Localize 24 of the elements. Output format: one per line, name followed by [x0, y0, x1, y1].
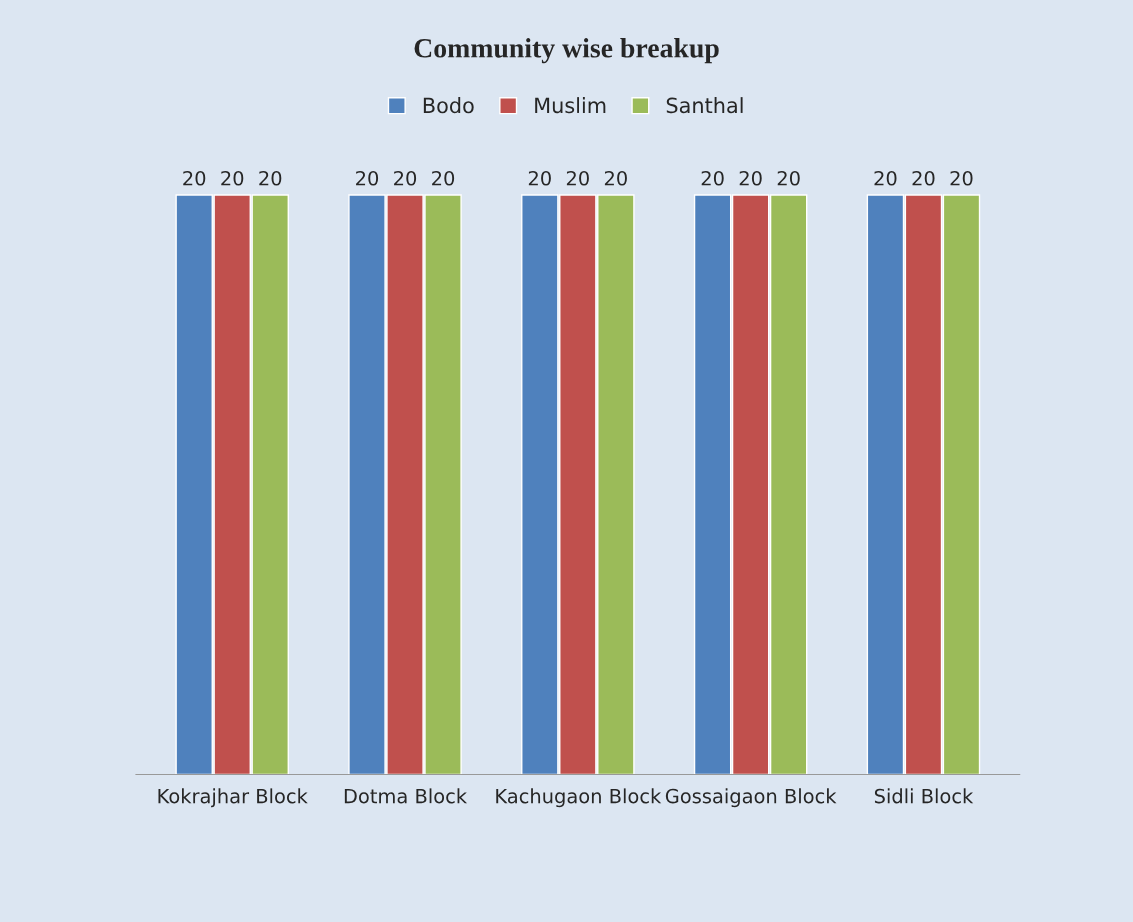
legend-label: Muslim: [535, 97, 606, 114]
x-tick-label: Sidli Block: [874, 788, 974, 804]
data-label: 20: [566, 170, 589, 186]
legend-label: Santhal: [666, 97, 743, 114]
data-label: 20: [874, 170, 897, 186]
x-tick-label: Kachugaon Block: [496, 788, 662, 808]
data-label: 20: [912, 170, 935, 186]
data-label: 20: [701, 170, 724, 186]
data-label: 20: [183, 170, 206, 186]
x-tick-label: Gossaigaon Block: [665, 788, 837, 808]
data-label: 20: [259, 170, 282, 186]
data-label: 20: [739, 170, 762, 186]
x-tick-label: Dotma Block: [344, 788, 468, 804]
data-label: 20: [528, 170, 551, 186]
data-label: 20: [356, 170, 379, 186]
data-label: 20: [432, 170, 455, 186]
data-label: 20: [604, 170, 627, 186]
chart-title: Community wise breakup: [414, 38, 719, 64]
data-label: 20: [394, 170, 417, 186]
data-label: 20: [950, 170, 973, 186]
legend-label: Bodo: [423, 97, 474, 114]
data-label: 20: [221, 170, 244, 186]
data-label: 20: [777, 170, 800, 186]
x-tick-label: Kokrajhar Block: [158, 788, 308, 808]
